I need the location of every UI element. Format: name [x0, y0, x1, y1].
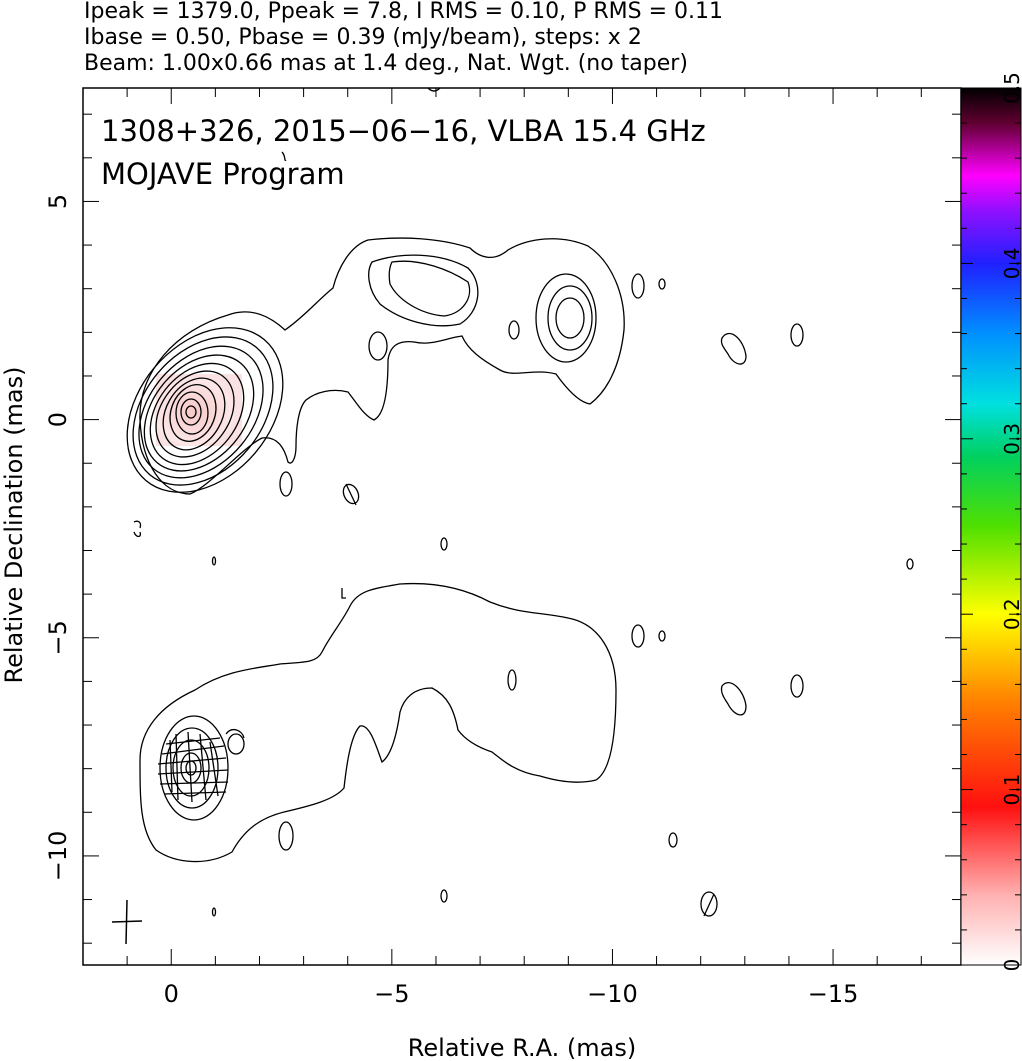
- y-tick-label: −5: [44, 620, 72, 655]
- plot-frame: [82, 87, 962, 966]
- y-tick-label: 5: [44, 194, 72, 209]
- colorbar-tick-label: 0.3: [1000, 423, 1022, 455]
- jet-envelope-contour: [139, 237, 625, 495]
- y-axis-label: Relative Declination (mas): [0, 366, 28, 683]
- total-intensity-contours: [126, 87, 914, 599]
- colorbar-tick-label: 0.1: [1000, 774, 1022, 806]
- polarized-intensity-contours: [139, 582, 804, 917]
- header-line-3: Beam: 1.00x0.66 mas at 1.4 deg., Nat. Wg…: [84, 51, 688, 76]
- evpa-vectors: [157, 731, 229, 803]
- y-tick-label: 0: [44, 412, 72, 427]
- chart-title-line-1: 1308+326, 2015−06−16, VLBA 15.4 GHz: [101, 114, 706, 148]
- x-tick-label: 0: [164, 980, 179, 1008]
- chart-title-line-2: MOJAVE Program: [101, 157, 345, 191]
- beam-marker: [111, 899, 143, 945]
- x-tick-label: −10: [587, 980, 638, 1008]
- colorbar: [960, 87, 1022, 966]
- polarization-core: [154, 378, 234, 446]
- colorbar-tick-label: 0.5: [1000, 72, 1022, 104]
- polarized-envelope-contour: [139, 582, 617, 863]
- header-line-1: Ipeak = 1379.0, Ppeak = 7.8, I RMS = 0.1…: [84, 0, 723, 24]
- x-tick-label: −15: [808, 980, 859, 1008]
- colorbar-tick-label: 0.2: [1000, 598, 1022, 630]
- colorbar-tick-label: 0: [1000, 959, 1022, 972]
- x-tick-label: −5: [374, 980, 409, 1008]
- colorbar-tick-label: 0.4: [1000, 247, 1022, 279]
- y-tick-label: −10: [44, 831, 72, 882]
- header-line-2: Ibase = 0.50, Pbase = 0.39 (mJy/beam), s…: [84, 25, 642, 50]
- x-axis-label: Relative R.A. (mas): [408, 1034, 636, 1061]
